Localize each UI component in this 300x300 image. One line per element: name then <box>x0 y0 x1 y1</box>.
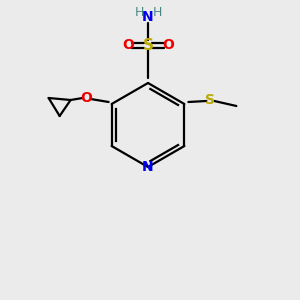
Text: O: O <box>122 38 134 52</box>
Text: S: S <box>142 38 154 52</box>
Text: S: S <box>206 93 215 107</box>
Text: N: N <box>142 10 154 24</box>
Text: N: N <box>142 160 154 174</box>
Text: H: H <box>134 7 144 20</box>
Text: O: O <box>162 38 174 52</box>
Text: H: H <box>152 7 162 20</box>
Text: O: O <box>81 91 93 105</box>
